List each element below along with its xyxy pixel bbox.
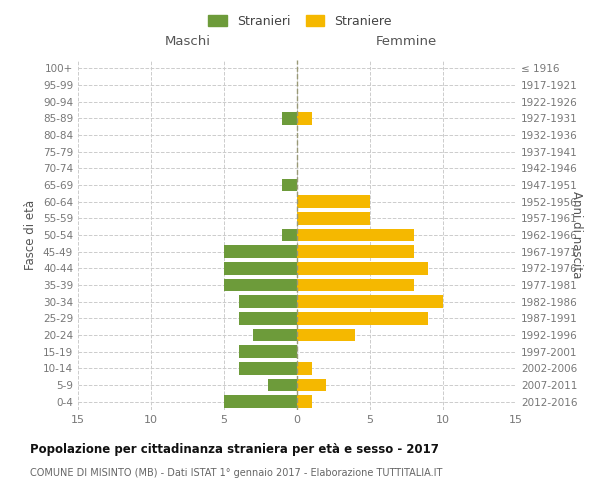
Legend: Stranieri, Straniere: Stranieri, Straniere: [205, 11, 395, 32]
Bar: [224, 279, 297, 291]
Bar: [297, 212, 370, 224]
Bar: [239, 362, 297, 374]
Y-axis label: Fasce di età: Fasce di età: [25, 200, 37, 270]
Bar: [297, 246, 414, 258]
Bar: [283, 229, 297, 241]
Text: Femmine: Femmine: [376, 36, 437, 49]
Bar: [297, 279, 414, 291]
Bar: [297, 229, 414, 241]
Bar: [268, 379, 297, 391]
Bar: [283, 179, 297, 191]
Bar: [239, 312, 297, 324]
Bar: [297, 312, 428, 324]
Bar: [297, 196, 370, 208]
Bar: [239, 346, 297, 358]
Text: Maschi: Maschi: [164, 36, 211, 49]
Bar: [224, 396, 297, 408]
Text: COMUNE DI MISINTO (MB) - Dati ISTAT 1° gennaio 2017 - Elaborazione TUTTITALIA.IT: COMUNE DI MISINTO (MB) - Dati ISTAT 1° g…: [30, 468, 442, 477]
Text: Popolazione per cittadinanza straniera per età e sesso - 2017: Popolazione per cittadinanza straniera p…: [30, 442, 439, 456]
Bar: [297, 329, 355, 341]
Bar: [297, 379, 326, 391]
Bar: [224, 262, 297, 274]
Y-axis label: Anni di nascita: Anni di nascita: [570, 192, 583, 278]
Bar: [283, 112, 297, 124]
Bar: [224, 246, 297, 258]
Bar: [239, 296, 297, 308]
Bar: [297, 262, 428, 274]
Bar: [297, 362, 311, 374]
Bar: [297, 112, 311, 124]
Bar: [297, 396, 311, 408]
Bar: [253, 329, 297, 341]
Bar: [297, 296, 443, 308]
